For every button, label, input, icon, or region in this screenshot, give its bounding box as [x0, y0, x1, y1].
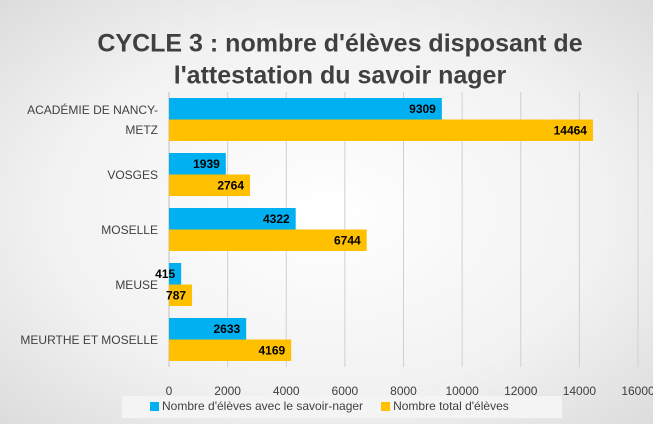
data-label: 4322 — [263, 212, 290, 226]
x-tick-label: 6000 — [332, 384, 359, 398]
bar — [169, 98, 442, 120]
y-tick-label: MEUSE — [115, 277, 158, 292]
chart-title: l'attestation du savoir nager — [174, 62, 507, 90]
bar — [169, 263, 182, 285]
y-tick-label: MOSELLE — [101, 222, 158, 237]
bar — [169, 229, 367, 251]
legend-label: Nombre d'élèves avec le savoir-nager — [162, 399, 363, 413]
bar — [169, 318, 247, 340]
data-label: 1939 — [193, 157, 220, 171]
bar — [169, 284, 193, 306]
bar — [169, 119, 593, 141]
data-label: 2633 — [213, 322, 240, 336]
data-label: 415 — [155, 267, 175, 281]
bar — [169, 208, 296, 230]
data-label: 9309 — [409, 102, 436, 116]
y-tick-label: MEURTHE ET MOSELLE — [20, 332, 158, 347]
data-label: 787 — [166, 288, 186, 302]
data-label: 6744 — [334, 233, 361, 247]
bar — [169, 339, 292, 361]
y-tick-label: ACADÉMIE DE NANCY-METZ — [27, 102, 158, 137]
data-label: 2764 — [217, 178, 244, 192]
x-tick-label: 0 — [166, 384, 173, 398]
x-tick-label: 10000 — [445, 384, 479, 398]
legend-box — [122, 396, 562, 418]
data-label: 14464 — [554, 123, 588, 137]
legend-swatch — [150, 402, 159, 411]
x-tick-label: 14000 — [563, 384, 597, 398]
y-tick-label: VOSGES — [107, 167, 158, 182]
legend-label: Nombre total d'élèves — [393, 399, 509, 413]
x-tick-label: 16000 — [621, 384, 653, 398]
chart-title: CYCLE 3 : nombre d'élèves disposant de — [97, 30, 582, 58]
bar — [169, 174, 251, 196]
x-tick-label: 12000 — [504, 384, 538, 398]
data-label: 4169 — [259, 343, 286, 357]
x-tick-label: 2000 — [214, 384, 241, 398]
bar — [169, 153, 226, 175]
x-tick-label: 4000 — [273, 384, 300, 398]
x-tick-label: 8000 — [390, 384, 417, 398]
legend-swatch — [381, 402, 391, 411]
